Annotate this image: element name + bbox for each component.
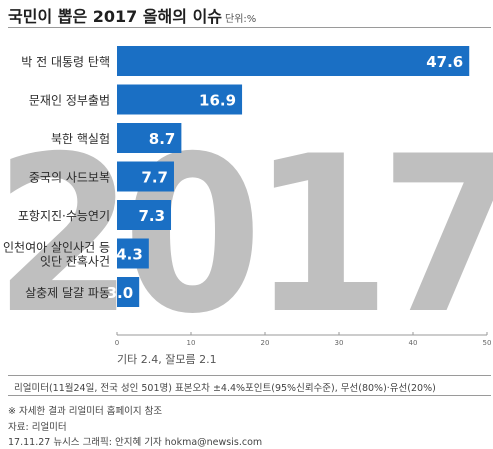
bar-chart: 47.6 박 전 대통령 탄핵 16.9 문재인 정부출범 8.7 북한 핵실험 7.7 중국… bbox=[3, 46, 492, 366]
category-label: 박 전 대통령 탄핵 bbox=[21, 55, 110, 69]
x-tick-label: 10 bbox=[187, 339, 196, 347]
x-tick-label: 50 bbox=[483, 339, 492, 347]
category-label: 잇단 잔혹사건 bbox=[40, 255, 110, 269]
value-label: 7.3 bbox=[138, 207, 165, 225]
x-tick-label: 40 bbox=[409, 339, 418, 347]
survey-info-text: 리얼미터(11월24일, 전국 성인 501명) 표본오차 ±4.4%포인트(9… bbox=[14, 383, 436, 394]
value-label: 3.0 bbox=[107, 284, 134, 302]
x-tick-label: 0 bbox=[115, 339, 119, 347]
footnote-text: ※ 자세한 결과 리얼미터 홈페이지 참조 bbox=[8, 406, 163, 417]
credit-text: 17.11.27 뉴시스 그래픽: 안지혜 기자 hokma@newsis.co… bbox=[8, 437, 263, 448]
value-label: 4.3 bbox=[116, 246, 143, 264]
value-label: 16.9 bbox=[199, 92, 236, 110]
category-label: 북한 핵실험 bbox=[51, 132, 110, 146]
source-text: 자료: 리얼미터 bbox=[8, 422, 67, 433]
x-tick-label: 20 bbox=[261, 339, 270, 347]
bar bbox=[117, 123, 182, 153]
other-responses-note: 기타 2.4, 잘모름 2.1 bbox=[117, 353, 217, 366]
bar bbox=[117, 200, 172, 230]
category-label: 문재인 정부출범 bbox=[29, 94, 110, 108]
bar bbox=[117, 84, 243, 115]
category-label: 중국의 사드보복 bbox=[29, 171, 110, 185]
title-divider bbox=[8, 27, 491, 28]
value-label: 8.7 bbox=[149, 130, 176, 148]
bar bbox=[117, 46, 470, 76]
background-year-text: 2017 bbox=[0, 110, 493, 361]
bar bbox=[117, 277, 140, 307]
value-label: 7.7 bbox=[141, 169, 168, 187]
bar bbox=[117, 238, 149, 269]
survey-info-box: 리얼미터(11월24일, 전국 성인 501명) 표본오차 ±4.4%포인트(9… bbox=[8, 375, 491, 396]
category-label: 포항지진·수능연기 bbox=[18, 209, 110, 223]
value-label: 47.6 bbox=[426, 53, 463, 71]
unit-label: 단위:% bbox=[225, 14, 257, 25]
chart-title: 국민이 뽑은 2017 올해의 이슈 단위:% bbox=[8, 7, 257, 26]
category-label: 인천여아 살인사건 등 bbox=[3, 240, 110, 255]
bar bbox=[117, 161, 174, 192]
x-tick-label: 30 bbox=[335, 339, 344, 347]
category-label: 살충제 달걀 파동 bbox=[25, 286, 110, 300]
